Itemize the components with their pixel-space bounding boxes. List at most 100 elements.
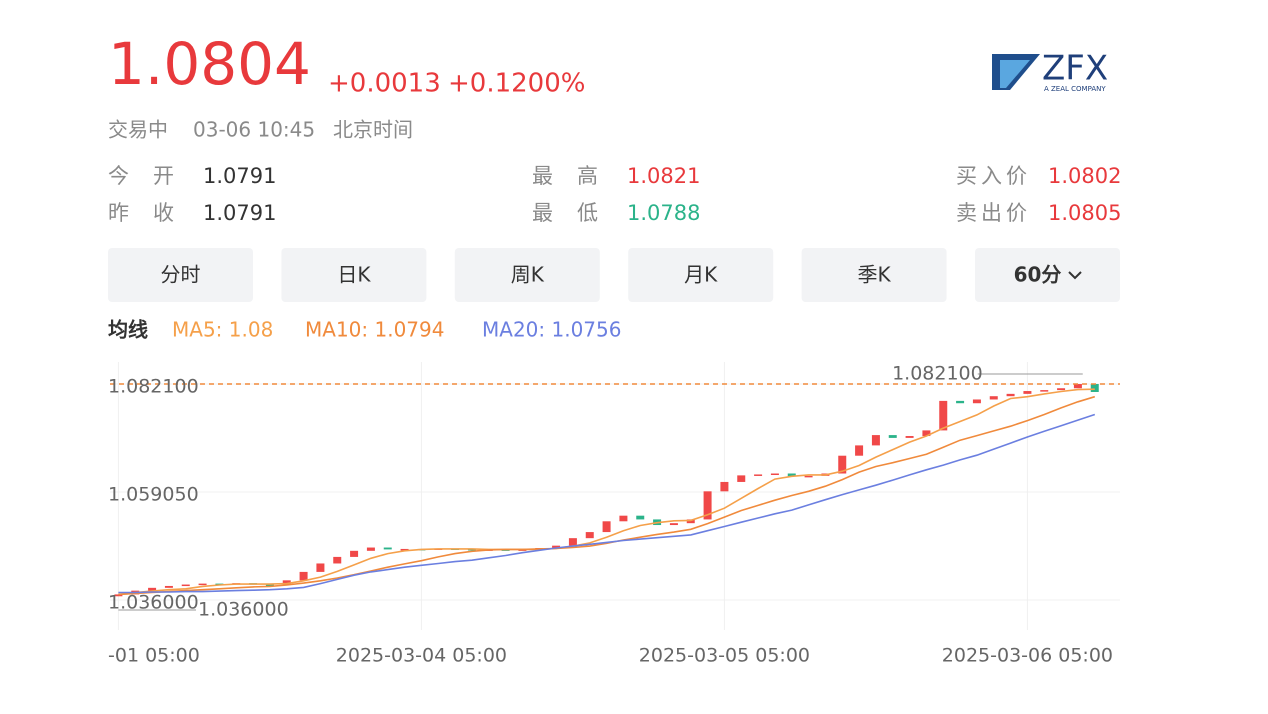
candle: [804, 475, 813, 478]
y-tick-label: 1.036000: [108, 592, 199, 614]
candle: [198, 583, 207, 586]
candle: [114, 594, 123, 597]
candle: [350, 550, 359, 557]
candle: [888, 435, 897, 438]
y-tick-label: 1.059050: [108, 484, 199, 506]
candle: [568, 538, 577, 546]
candle: [989, 396, 998, 400]
max-label: 1.082100: [892, 363, 983, 385]
candle: [871, 435, 880, 446]
tab[interactable]: 分时: [108, 248, 253, 302]
legend-title: 均线: [108, 318, 148, 342]
ma-line: [118, 388, 1095, 596]
tab-bg[interactable]: [454, 248, 600, 302]
candle: [922, 430, 931, 437]
candle: [585, 532, 594, 539]
candle: [669, 523, 678, 526]
candle: [265, 584, 274, 587]
candle: [1057, 388, 1066, 391]
x-tick-label: 2025-03-06 05:00: [942, 645, 1113, 667]
stat-label: 最低: [532, 201, 622, 225]
stat-value: 1.0821: [627, 164, 700, 188]
candle: [164, 585, 173, 588]
ma-line: [118, 395, 1096, 596]
change-pct: +0.1200%: [448, 69, 585, 99]
stat-value: 1.0791: [203, 164, 276, 188]
candle: [400, 548, 409, 551]
candle: [316, 563, 325, 572]
candle: [552, 545, 561, 549]
tab[interactable]: 周K: [454, 248, 600, 302]
candle: [333, 556, 342, 564]
stat-value: 1.0802: [1048, 164, 1121, 188]
y-tick-label: 1.082100: [108, 376, 199, 398]
stat-label: 昨收: [108, 201, 198, 225]
candle: [905, 436, 914, 438]
x-tick-label: 2025-03-05 05:00: [639, 645, 810, 667]
tab-label[interactable]: 日K: [337, 263, 371, 287]
tab[interactable]: 60分: [975, 248, 1120, 302]
candle: [299, 571, 308, 581]
tab-label[interactable]: 周K: [511, 263, 545, 287]
x-tick-label: 2025-03-04 05:00: [336, 645, 507, 667]
candle: [972, 399, 981, 404]
candle: [754, 474, 763, 476]
candle: [619, 515, 628, 522]
tab-label[interactable]: 分时: [161, 263, 201, 287]
tab[interactable]: 季K: [801, 248, 947, 302]
tab[interactable]: 月K: [628, 248, 774, 302]
candle: [939, 400, 948, 431]
logo-mark-inner: [1000, 60, 1030, 88]
stat-value: 1.0788: [627, 201, 700, 225]
candle: [636, 515, 645, 520]
candle: [787, 473, 796, 477]
stat-value: 1.0791: [203, 201, 276, 225]
candle: [148, 587, 157, 591]
candle: [686, 519, 695, 524]
candle: [855, 445, 864, 456]
candle: [720, 481, 729, 492]
candle: [1090, 384, 1099, 392]
tab-bar: 分时 日K 周K 月K 季K 60分: [108, 248, 1120, 302]
logo-tagline: A ZEAL COMPANY: [1044, 85, 1106, 93]
x-tick-label: -01 05:00: [108, 645, 200, 667]
candle: [737, 475, 746, 482]
candle: [770, 473, 779, 476]
stat-label: 最高: [532, 164, 622, 188]
status: 交易中: [108, 118, 168, 142]
stat-label: 买入价: [956, 164, 1031, 188]
change: +0.0013: [328, 69, 441, 99]
tab-bg[interactable]: [628, 248, 774, 302]
candle: [1023, 391, 1032, 394]
tab-bg[interactable]: [281, 248, 427, 302]
candle: [703, 491, 712, 520]
stat-value: 1.0805: [1048, 201, 1121, 225]
candle: [956, 400, 965, 404]
time: 03-06 10:45: [193, 118, 315, 142]
tab-bg[interactable]: [975, 248, 1120, 302]
ma-line: [118, 413, 1096, 594]
stat-label: 卖出价: [956, 201, 1031, 225]
logo-name: ZFX: [1042, 49, 1108, 89]
tab-label[interactable]: 60分: [1014, 263, 1062, 287]
tab-bg[interactable]: [108, 248, 253, 302]
chart: -01 05:00 2025-03-04 05:00 2025-03-05 05:0…: [108, 362, 1120, 667]
stat-label: 今开: [108, 164, 198, 188]
tab[interactable]: 日K: [281, 248, 427, 302]
price: 1.0804: [108, 30, 311, 98]
candle: [181, 584, 190, 587]
tab-chevron[interactable]: [1068, 271, 1082, 280]
candle: [366, 547, 375, 551]
timezone: 北京时间: [333, 118, 413, 142]
tab-bg[interactable]: [801, 248, 947, 302]
tab-label[interactable]: 月K: [684, 263, 718, 287]
candle: [282, 580, 291, 586]
candle: [602, 521, 611, 533]
min-label: 1.036000: [198, 599, 289, 621]
candle: [383, 547, 392, 550]
candle: [1040, 390, 1049, 392]
candle: [1006, 393, 1015, 397]
tab-label[interactable]: 季K: [858, 263, 892, 287]
logo: ZFX A ZEAL COMPANY: [992, 49, 1108, 93]
